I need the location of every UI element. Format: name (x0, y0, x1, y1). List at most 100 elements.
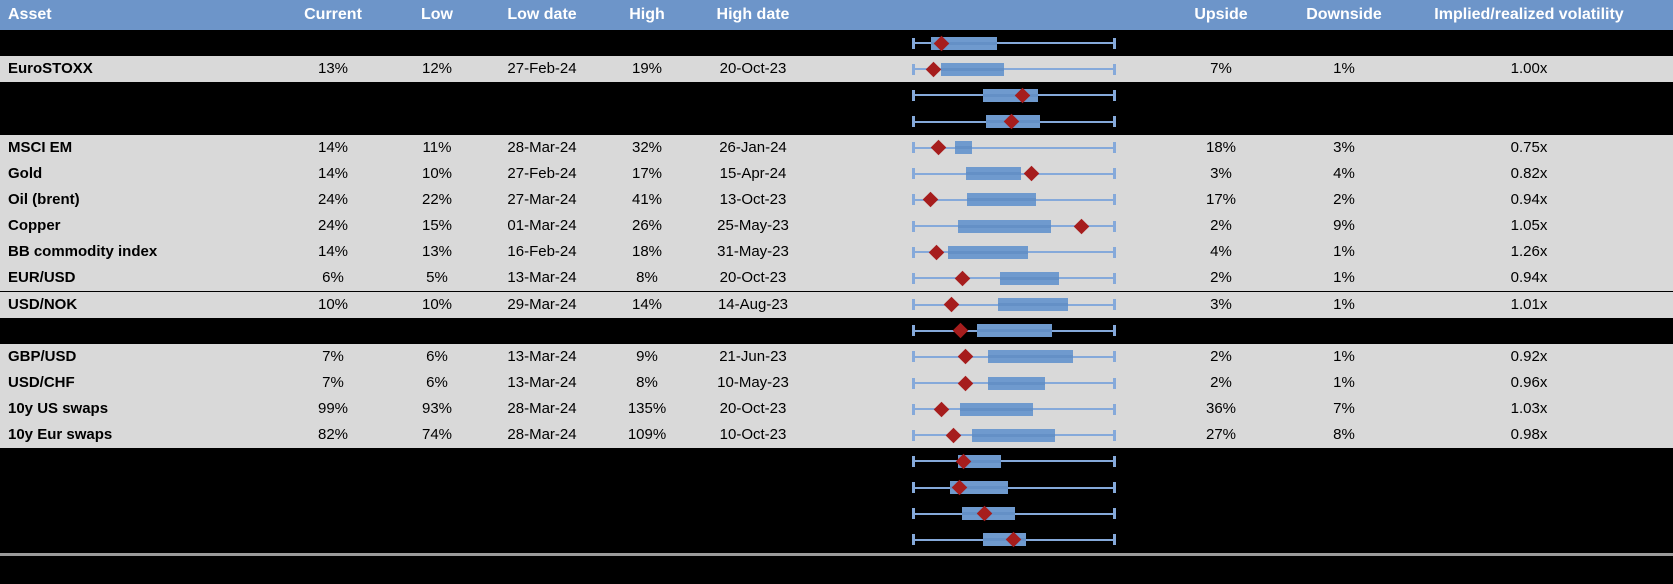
whisker-cap-right (1113, 89, 1116, 101)
column-header-high-date: High date (716, 6, 790, 23)
cell-current: 14% (317, 243, 349, 261)
cell-upside: 3% (1210, 295, 1232, 313)
range-box-plot (912, 396, 1116, 422)
current-level-diamond-marker (922, 192, 938, 208)
cell-high: 8% (636, 269, 658, 287)
whisker-cap-left (912, 377, 915, 389)
cell-upside: 18% (1205, 138, 1237, 156)
footer-area (0, 556, 1673, 584)
whisker-cap-right (1113, 325, 1116, 337)
current-level-diamond-marker (952, 322, 968, 339)
whisker-cap-right (1113, 299, 1116, 311)
range-box (966, 167, 1021, 181)
cell-current: 10% (317, 295, 349, 313)
whisker-cap-left (912, 272, 915, 284)
range-box-plot (912, 370, 1116, 396)
cell-asset: MSCI EM (8, 138, 73, 156)
range-box-plot (912, 265, 1116, 291)
column-header-upside: Upside (1194, 6, 1248, 23)
whisker-line (912, 460, 1116, 463)
range-box (998, 298, 1068, 312)
table-row (0, 82, 1673, 109)
cell-low: 74% (421, 426, 453, 444)
cell-current: 82% (317, 426, 349, 444)
cell-asset: Oil (brent) (8, 190, 80, 208)
table-row: GBP/USD 7% 6% 13-Mar-24 9% 21-Jun-23 2% 1% 0.92x (0, 343, 1673, 370)
whisker-cap-right (1113, 272, 1116, 284)
table-row: USD/NOK 10% 10% 29-Mar-24 14% 14-Aug-23 3% 1% 1.… (0, 291, 1673, 318)
cell-implied-realized: 1.03x (1510, 400, 1548, 418)
whisker-cap-right (1113, 351, 1116, 363)
table-row (0, 30, 1673, 57)
column-header-asset: Asset (8, 6, 52, 23)
whisker-line (912, 42, 1116, 45)
cell-high-date: 10-Oct-23 (719, 426, 787, 444)
cell-current: 24% (317, 190, 349, 208)
whisker-cap-left (912, 220, 915, 232)
range-box (958, 219, 1051, 233)
cell-low: 10% (421, 164, 453, 182)
whisker-cap-left (912, 351, 915, 363)
whisker-line (912, 146, 1116, 149)
whisker-cap-left (912, 482, 915, 494)
cell-high-date: 20-Oct-23 (719, 60, 787, 78)
cell-upside: 2% (1210, 269, 1232, 287)
cell-low: 6% (426, 373, 448, 391)
cell-asset: USD/NOK (8, 295, 78, 313)
cell-asset: Gold (8, 164, 43, 182)
cell-downside: 4% (1333, 164, 1355, 182)
range-box (941, 62, 1004, 76)
cell-upside: 27% (1205, 426, 1237, 444)
cell-upside: 2% (1210, 373, 1232, 391)
range-box (960, 402, 1033, 416)
cell-low-date: 13-Mar-24 (507, 373, 577, 391)
cell-asset: Copper (8, 217, 61, 235)
whisker-cap-right (1113, 403, 1116, 415)
cell-high-date: 21-Jun-23 (719, 347, 787, 365)
table-row (0, 108, 1673, 135)
column-header-low: Low (421, 6, 453, 23)
cell-asset: 10y Eur swaps (8, 426, 113, 444)
range-box (967, 193, 1036, 207)
current-level-diamond-marker (933, 401, 949, 417)
whisker-cap-right (1113, 455, 1116, 467)
table-row: Copper 24% 15% 01-Mar-24 26% 25-May-23 2% 9% 1.0… (0, 213, 1673, 240)
whisker-cap-right (1113, 508, 1116, 520)
table-row: Oil (brent) 24% 22% 27-Mar-24 41% 13-Oct-23 17… (0, 186, 1673, 214)
table-row: 10y Eur swaps 82% 74% 28-Mar-24 109% 10-Oct-2… (0, 422, 1673, 449)
cell-downside: 7% (1333, 400, 1355, 418)
current-level-diamond-marker (1023, 166, 1039, 182)
current-level-diamond-marker (925, 61, 941, 77)
cell-low: 6% (426, 347, 448, 365)
cell-downside: 9% (1333, 217, 1355, 235)
column-header-low-date: Low date (507, 6, 577, 23)
cell-high: 14% (631, 295, 663, 313)
range-box (988, 376, 1045, 390)
cell-asset: EuroSTOXX (8, 60, 93, 78)
cell-current: 13% (317, 60, 349, 78)
cell-low-date: 29-Mar-24 (507, 295, 577, 313)
cell-asset: 10y US swaps (8, 400, 109, 418)
cell-asset: BB commodity index (8, 243, 158, 261)
cell-low-date: 28-Mar-24 (507, 426, 577, 444)
cell-current: 7% (322, 347, 344, 365)
cell-low-date: 01-Mar-24 (507, 217, 577, 235)
whisker-cap-left (912, 168, 915, 180)
table-row (0, 317, 1673, 344)
cell-current: 14% (317, 138, 349, 156)
cell-downside: 1% (1333, 347, 1355, 365)
cell-high-date: 13-Oct-23 (719, 190, 787, 208)
column-header-current: Current (304, 6, 362, 23)
cell-low-date: 13-Mar-24 (507, 269, 577, 287)
cell-high-date: 20-Oct-23 (719, 400, 787, 418)
bottom-divider (0, 553, 1673, 556)
whisker-cap-left (912, 142, 915, 154)
cell-low: 10% (421, 295, 453, 313)
cell-high: 26% (631, 217, 663, 235)
table-row: 10y US swaps 99% 93% 28-Mar-24 135% 20-Oct-23… (0, 396, 1673, 423)
cell-high: 9% (636, 347, 658, 365)
cell-upside: 3% (1210, 164, 1232, 182)
cell-implied-realized: 0.98x (1510, 426, 1548, 444)
range-box-plot (912, 135, 1116, 161)
cell-asset: USD/CHF (8, 373, 75, 391)
